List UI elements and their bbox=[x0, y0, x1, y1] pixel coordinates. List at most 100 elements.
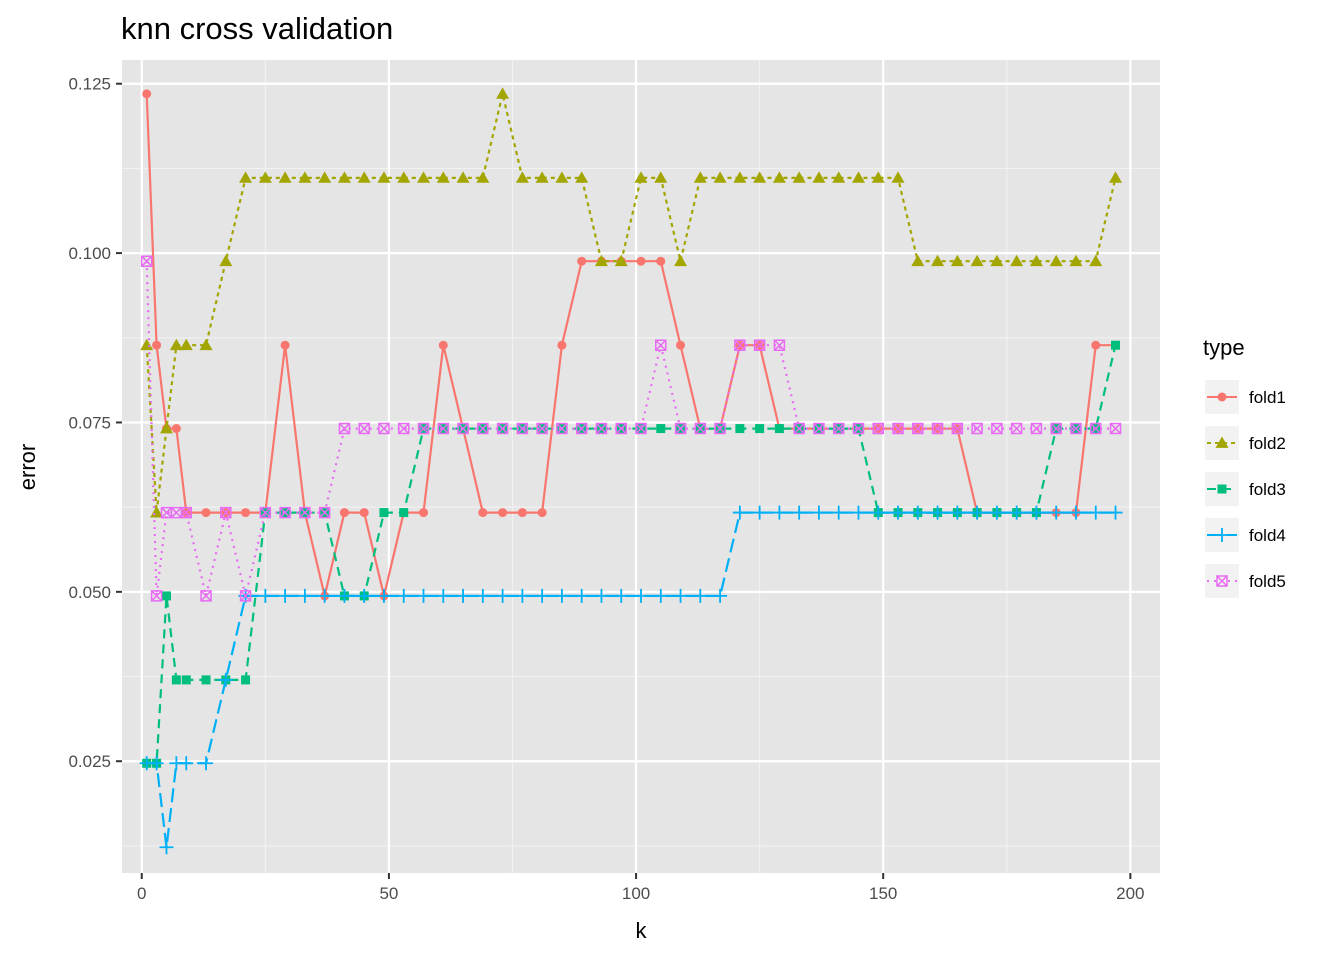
data-point-fold4 bbox=[376, 588, 391, 603]
data-point-fold2 bbox=[179, 338, 193, 351]
legend-item-fold3: fold3 bbox=[1205, 472, 1286, 506]
data-point-fold4 bbox=[614, 588, 629, 603]
data-point-fold1 bbox=[656, 256, 666, 266]
data-point-fold3 bbox=[656, 424, 666, 434]
data-point-fold5 bbox=[1010, 422, 1023, 435]
data-point-fold1 bbox=[557, 340, 567, 350]
data-point-fold5 bbox=[397, 422, 410, 435]
data-point-fold2 bbox=[199, 338, 213, 351]
data-point-fold1 bbox=[517, 508, 527, 518]
data-point-fold4 bbox=[1088, 505, 1103, 520]
data-point-fold5 bbox=[971, 422, 983, 435]
data-point-fold1 bbox=[537, 508, 547, 518]
data-point-fold2 bbox=[891, 171, 905, 183]
data-point-fold5 bbox=[358, 422, 370, 435]
data-point-fold4 bbox=[970, 505, 985, 520]
data-point-fold5 bbox=[951, 422, 964, 435]
legend-item-fold1: fold1 bbox=[1205, 380, 1286, 414]
data-point-fold2 bbox=[931, 254, 945, 267]
data-point-fold2 bbox=[258, 171, 272, 183]
data-point-fold2 bbox=[911, 254, 925, 267]
data-point-fold2 bbox=[871, 171, 885, 183]
data-point-fold4 bbox=[495, 588, 510, 603]
data-point-fold1 bbox=[1091, 340, 1101, 350]
data-point-fold2 bbox=[239, 171, 253, 183]
y-tick-label: 0.075 bbox=[68, 413, 111, 432]
legend-item-fold2: fold2 bbox=[1205, 426, 1286, 460]
data-point-fold5 bbox=[773, 339, 786, 351]
data-point-fold2 bbox=[496, 87, 510, 99]
x-tick-label: 150 bbox=[869, 884, 897, 903]
data-point-fold2 bbox=[318, 171, 332, 183]
data-point-fold3 bbox=[181, 675, 191, 685]
data-point-fold5 bbox=[674, 422, 687, 435]
data-point-fold5 bbox=[150, 590, 163, 602]
data-point-fold2 bbox=[713, 171, 727, 183]
data-point-fold1 bbox=[577, 256, 587, 266]
data-point-fold4 bbox=[1068, 505, 1083, 520]
plot-panel bbox=[122, 60, 1160, 873]
data-point-fold4 bbox=[653, 588, 668, 603]
axes: 0 50 100 150 200 0.025 0.050 0.075 0.100 0.125 bbox=[68, 75, 1144, 903]
data-point-fold5 bbox=[516, 422, 529, 435]
data-point-fold5 bbox=[318, 506, 331, 519]
data-point-fold5 bbox=[200, 590, 212, 602]
data-point-fold4 bbox=[772, 505, 787, 520]
data-point-fold4 bbox=[871, 505, 886, 520]
data-point-fold5 bbox=[457, 422, 469, 435]
data-point-fold3 bbox=[755, 424, 765, 434]
data-point-fold5 bbox=[496, 422, 509, 435]
data-point-fold2 bbox=[614, 254, 628, 267]
legend-key-marker bbox=[1217, 484, 1227, 494]
data-point-fold1 bbox=[152, 340, 162, 350]
data-point-fold2 bbox=[851, 171, 865, 183]
data-point-fold5 bbox=[615, 422, 627, 435]
data-point-fold2 bbox=[159, 422, 173, 434]
data-point-fold4 bbox=[218, 672, 233, 687]
data-point-fold5 bbox=[872, 422, 885, 435]
data-point-fold4 bbox=[416, 588, 431, 603]
data-point-fold5 bbox=[1089, 422, 1102, 435]
data-point-fold2 bbox=[832, 171, 846, 183]
data-point-fold5 bbox=[793, 422, 805, 435]
data-point-fold4 bbox=[752, 505, 767, 520]
data-point-fold5 bbox=[378, 422, 390, 435]
data-point-fold4 bbox=[693, 588, 708, 603]
data-point-fold5 bbox=[477, 422, 489, 435]
data-point-fold2 bbox=[733, 171, 747, 183]
x-tick-label: 0 bbox=[137, 884, 146, 903]
data-point-fold4 bbox=[258, 588, 273, 603]
data-point-fold2 bbox=[140, 338, 154, 351]
x-axis-title: k bbox=[636, 918, 648, 943]
legend-label: fold3 bbox=[1249, 480, 1286, 499]
data-point-fold3 bbox=[399, 508, 409, 518]
data-point-fold4 bbox=[1029, 505, 1044, 520]
legend-key-marker bbox=[1217, 392, 1227, 402]
series-fold2 bbox=[140, 87, 1123, 518]
data-point-fold4 bbox=[811, 505, 826, 520]
data-point-fold3 bbox=[774, 424, 784, 434]
data-point-fold1 bbox=[498, 508, 508, 518]
data-point-fold5 bbox=[655, 339, 667, 351]
data-point-fold5 bbox=[595, 422, 608, 435]
data-point-fold5 bbox=[753, 339, 766, 351]
legend-key-marker bbox=[1215, 528, 1229, 542]
data-point-fold5 bbox=[912, 422, 924, 435]
data-point-fold5 bbox=[991, 422, 1003, 435]
data-point-fold2 bbox=[990, 254, 1004, 267]
data-point-fold3 bbox=[379, 508, 389, 518]
data-point-fold2 bbox=[753, 171, 767, 183]
legend-key-marker bbox=[1215, 436, 1229, 448]
data-point-fold2 bbox=[575, 171, 589, 183]
data-point-fold4 bbox=[357, 588, 372, 603]
data-point-fold4 bbox=[989, 505, 1004, 520]
data-point-fold1 bbox=[636, 256, 646, 266]
data-point-fold2 bbox=[476, 171, 490, 183]
data-point-fold5 bbox=[536, 422, 548, 435]
data-point-fold1 bbox=[676, 340, 686, 350]
x-tick-label: 50 bbox=[379, 884, 398, 903]
data-point-fold5 bbox=[338, 422, 351, 435]
data-point-fold1 bbox=[280, 340, 290, 350]
data-point-fold2 bbox=[1049, 254, 1063, 267]
